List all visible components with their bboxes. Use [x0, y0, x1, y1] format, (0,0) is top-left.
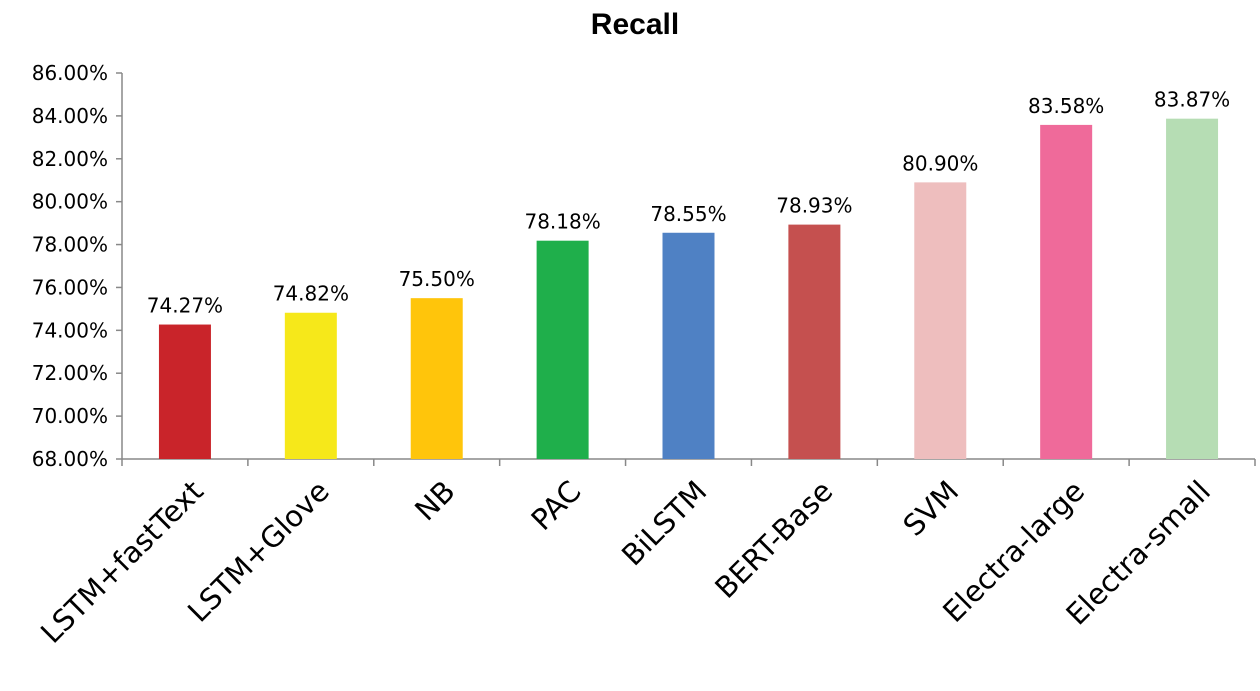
y-tick-label: 82.00%	[32, 147, 108, 171]
data-label: 74.27%	[147, 294, 223, 318]
plot-area: 68.00% 70.00% 72.00% 74.00% 76.00% 78.00% 80.0…	[32, 61, 1256, 650]
bar-electra-large	[1040, 124, 1093, 459]
data-label: 83.58%	[1028, 94, 1104, 118]
bar-electra-small	[1166, 118, 1219, 459]
x-tick-label: BiLSTM	[615, 474, 713, 572]
bar-lstm-fasttext	[158, 324, 211, 459]
y-tick-label: 72.00%	[32, 361, 108, 385]
data-label: 78.55%	[650, 202, 726, 226]
data-label: 75.50%	[399, 267, 475, 291]
x-tick-label: BERT-Base	[708, 474, 839, 605]
y-tick-label: 74.00%	[32, 318, 108, 342]
x-tick-label: LSTM+fastText	[34, 474, 210, 650]
data-label: 78.18%	[524, 210, 600, 234]
data-label: 78.93%	[776, 194, 852, 218]
bar-nb	[410, 298, 463, 459]
x-tick-label: PAC	[524, 474, 587, 537]
bar-pac	[536, 240, 589, 459]
data-label: 83.87%	[1154, 88, 1230, 112]
data-label: 74.82%	[273, 282, 349, 306]
bar-bilstm	[662, 232, 715, 459]
y-tick-label: 86.00%	[32, 61, 108, 85]
bar-lstm-glove	[284, 312, 337, 459]
y-tick-label: 70.00%	[32, 404, 108, 428]
data-label: 80.90%	[902, 151, 978, 175]
chart-title: Recall	[591, 8, 679, 41]
x-tick-label: NB	[408, 474, 461, 527]
y-tick-label: 84.00%	[32, 104, 108, 128]
y-tick-label: 76.00%	[32, 275, 108, 299]
x-tick-label: SVM	[896, 474, 965, 543]
bar-svm	[914, 182, 967, 459]
bar-bert-base	[788, 224, 841, 459]
y-tick-label: 80.00%	[32, 190, 108, 214]
y-tick-label: 68.00%	[32, 447, 108, 471]
y-tick-label: 78.00%	[32, 233, 108, 257]
